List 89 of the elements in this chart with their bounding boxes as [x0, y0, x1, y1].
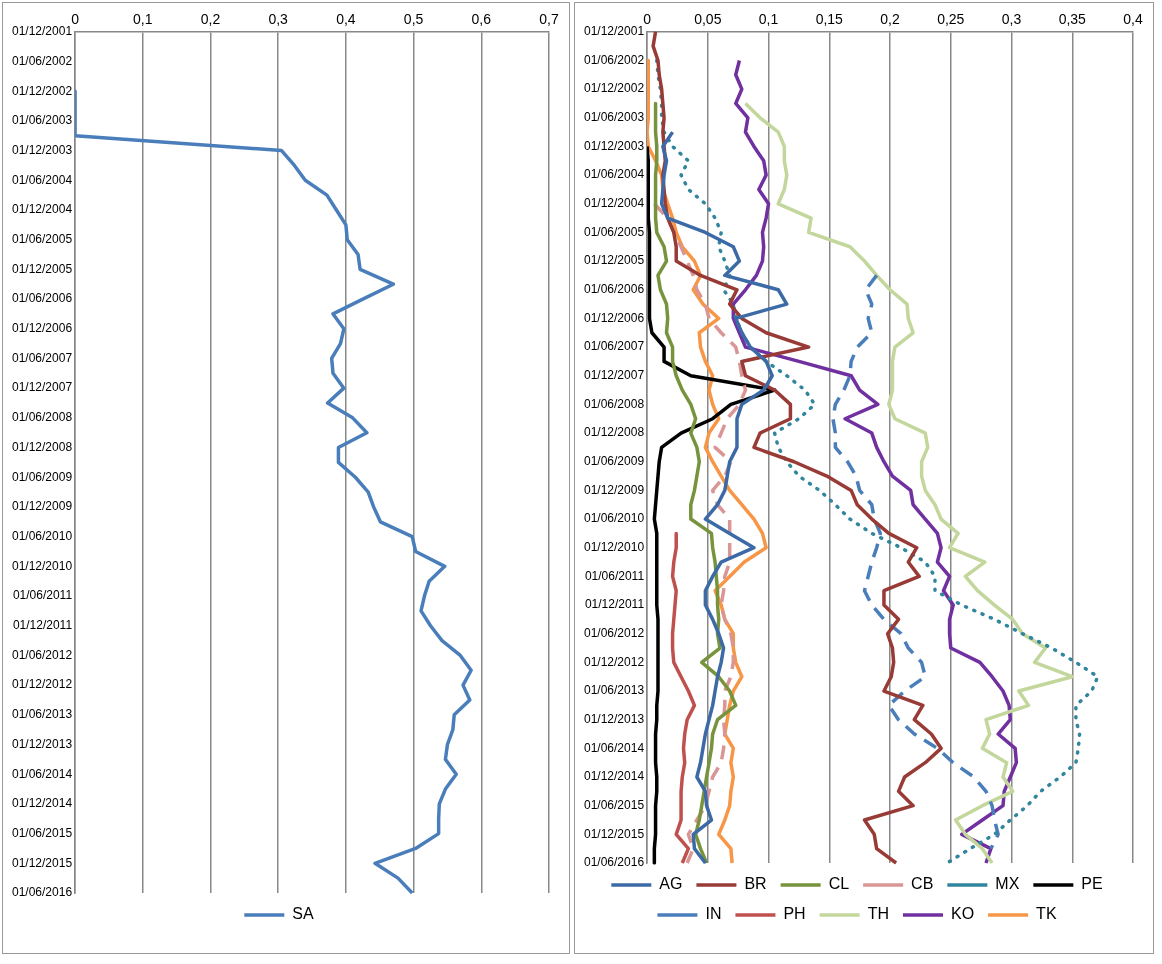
- y-tick-label: 01/06/2004: [12, 172, 73, 187]
- y-tick-label: 01/12/2015: [584, 826, 645, 841]
- y-tick-label: 01/12/2014: [12, 796, 73, 811]
- y-tick-label: 01/12/2005: [584, 253, 645, 268]
- legend-label: AG: [659, 875, 683, 893]
- x-tick-label: 0,25: [937, 11, 965, 28]
- y-tick-label: 01/12/2013: [12, 736, 73, 751]
- y-tick-label: 01/12/2006: [584, 310, 645, 325]
- y-tick-label: 01/06/2012: [584, 626, 645, 641]
- y-tick-label: 01/12/2008: [584, 425, 645, 440]
- y-tick-label: 01/12/2014: [584, 769, 645, 784]
- x-tick-label: 0,35: [1058, 11, 1087, 28]
- y-tick-label: 01/06/2014: [12, 766, 73, 781]
- x-tick-label: 0,6: [471, 11, 492, 28]
- y-tick-label: 01/12/2002: [12, 83, 73, 98]
- y-tick-label: 01/06/2011: [584, 568, 645, 583]
- x-tick-label: 0: [71, 11, 80, 28]
- y-tick-label: 01/12/2007: [12, 380, 73, 395]
- y-tick-label: 01/12/2015: [12, 855, 73, 870]
- x-tick-label: 0,15: [815, 11, 844, 28]
- y-tick-label: 01/12/2009: [12, 499, 73, 514]
- legend-label: MX: [995, 875, 1020, 893]
- y-tick-label: 01/12/2006: [12, 321, 73, 336]
- y-tick-label: 01/06/2010: [12, 528, 73, 543]
- legend-label: CB: [911, 875, 934, 893]
- y-tick-label: 01/12/2003: [12, 142, 73, 157]
- x-tick-label: 0,3: [268, 11, 289, 28]
- y-tick-label: 01/06/2002: [12, 53, 73, 68]
- y-tick-label: 01/06/2011: [12, 588, 73, 603]
- y-tick-label: 01/06/2005: [584, 224, 645, 239]
- legend-label: SA: [292, 905, 314, 923]
- x-tick-label: 0,1: [758, 11, 779, 28]
- y-tick-label: 01/12/2007: [584, 368, 645, 383]
- y-tick-label: 01/12/2013: [584, 712, 645, 726]
- y-tick-label: 01/12/2004: [584, 196, 645, 211]
- y-tick-label: 01/06/2006: [12, 291, 73, 306]
- x-tick-label: 0,4: [336, 11, 356, 28]
- y-tick-label: 01/06/2010: [584, 511, 645, 526]
- y-tick-label: 01/12/2008: [12, 439, 73, 454]
- y-tick-label: 01/06/2002: [584, 52, 645, 67]
- y-tick-label: 01/06/2015: [584, 797, 645, 812]
- x-tick-label: 0,2: [200, 11, 221, 28]
- y-tick-label: 01/06/2007: [12, 350, 73, 365]
- y-tick-label: 01/06/2009: [12, 469, 73, 484]
- y-tick-label: 01/12/2003: [584, 138, 645, 153]
- legend-label: TK: [1036, 905, 1057, 923]
- y-tick-label: 01/06/2009: [584, 454, 645, 469]
- y-tick-label: 01/06/2016: [584, 855, 645, 870]
- legend-label: IN: [705, 905, 722, 923]
- x-tick-label: 0,5: [403, 11, 424, 28]
- y-tick-label: 01/06/2013: [12, 707, 73, 722]
- y-tick-label: 01/06/2014: [584, 740, 645, 755]
- y-tick-label: 01/12/2004: [12, 202, 73, 217]
- y-tick-label: 01/06/2008: [12, 410, 73, 425]
- legend-label: CL: [828, 875, 850, 893]
- x-tick-label: 0,05: [694, 11, 722, 28]
- legend-label: PH: [783, 905, 806, 923]
- y-tick-label: 01/06/2005: [12, 231, 73, 246]
- y-tick-label: 01/06/2015: [12, 825, 73, 840]
- x-tick-label: 0: [643, 11, 652, 28]
- y-tick-label: 01/12/2001: [12, 24, 73, 39]
- y-tick-label: 01/12/2011: [584, 597, 645, 612]
- y-tick-label: 01/06/2003: [584, 110, 645, 125]
- legend-label: BR: [744, 875, 767, 893]
- y-tick-label: 01/06/2016: [12, 885, 73, 900]
- legend-label: KO: [951, 905, 975, 923]
- y-tick-label: 01/06/2004: [584, 167, 645, 182]
- y-tick-label: 01/12/2012: [584, 654, 645, 669]
- y-tick-label: 01/12/2010: [584, 540, 645, 555]
- y-tick-label: 01/12/2010: [12, 558, 73, 573]
- y-tick-label: 01/12/2002: [584, 81, 645, 96]
- legend-label: TH: [867, 905, 889, 923]
- y-tick-label: 01/12/2005: [12, 261, 73, 276]
- y-tick-label: 01/12/2001: [584, 24, 645, 39]
- y-tick-label: 01/12/2011: [12, 618, 73, 633]
- y-tick-label: 01/12/2009: [584, 482, 645, 497]
- x-tick-label: 0,7: [539, 11, 559, 28]
- x-tick-label: 0,1: [133, 11, 153, 28]
- y-tick-label: 01/06/2006: [584, 282, 645, 297]
- y-tick-label: 01/12/2012: [12, 677, 73, 692]
- y-tick-label: 01/06/2007: [584, 339, 645, 354]
- y-tick-label: 01/06/2013: [584, 683, 645, 698]
- y-tick-label: 01/06/2003: [12, 113, 73, 128]
- y-tick-label: 01/06/2008: [584, 396, 645, 411]
- x-tick-label: 0,4: [1123, 11, 1143, 28]
- legend-label: PE: [1081, 875, 1103, 893]
- y-tick-label: 01/06/2012: [12, 647, 73, 662]
- x-tick-label: 0,3: [1001, 11, 1022, 28]
- x-tick-label: 0,2: [880, 11, 900, 28]
